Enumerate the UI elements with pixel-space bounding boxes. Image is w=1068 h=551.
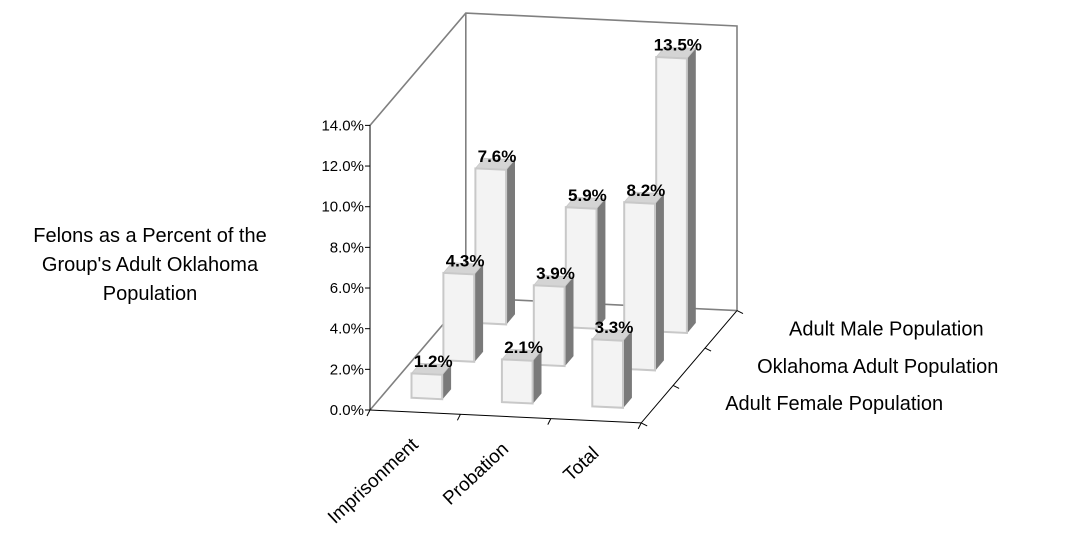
depth-tick [640,422,648,427]
y-tick-label: 6.0% [330,280,364,297]
y-axis-title: Felons as a Percent of the Group's Adult… [0,222,300,309]
depth-tick [672,385,680,389]
series-label: Adult Male Population [789,318,984,340]
data-label: 1.2% [414,352,453,371]
series-label: Oklahoma Adult Population [757,356,998,378]
back-wall-edge [369,12,738,311]
bar-front [532,284,566,368]
bar-2-0: 1.2% [410,352,453,401]
data-label: 13.5% [654,36,702,55]
y-axis-title-line-1: Felons as a Percent of the [33,225,267,247]
depth-tick [736,310,744,315]
x-category-label: Probation [439,439,513,510]
bar-side [473,263,484,363]
y-tick-label: 8.0% [330,239,364,256]
y-tick-label: 10.0% [321,199,364,216]
y-tick-label: 14.0% [321,117,364,134]
bar-side [686,47,696,334]
data-label: 4.3% [446,252,485,271]
y-tick-label: 4.0% [330,321,364,338]
bar-front [623,201,656,372]
data-label: 2.1% [504,338,543,357]
series-label: Adult Female Population [725,393,943,415]
bar-1-2: 8.2% [623,181,666,372]
bar-side [596,197,606,330]
x-tick [366,409,371,417]
x-category-label: Total [560,443,604,486]
bar-side [564,275,574,367]
bar-2-1: 2.1% [500,338,543,405]
data-label: 3.3% [595,318,634,337]
y-tick-label: 12.0% [321,158,364,175]
y-tick-label: 2.0% [330,361,364,378]
y-tick-label: 0.0% [330,402,364,419]
bar-0-1: 5.9% [564,186,607,330]
y-axis-title-line-2: Group's Adult Oklahoma [41,254,259,276]
bar-1-1: 3.9% [532,264,575,368]
data-label: 3.9% [536,264,575,283]
bar-front [410,372,444,401]
x-category-label: Imprisonment [324,434,423,528]
bar-front [591,338,624,409]
x-tick [547,418,552,425]
x-tick [456,414,461,421]
depth-tick [704,347,712,352]
bar-front [500,358,534,405]
bar-2-2: 3.3% [591,318,634,409]
bar-side [654,192,664,372]
y-axis-title-line-3: Population [102,283,198,305]
data-label: 8.2% [627,181,666,200]
data-label: 5.9% [568,186,607,205]
x-tick [637,422,642,430]
bar-1-0: 4.3% [442,252,485,363]
bar-side [622,329,632,409]
data-label: 7.6% [478,147,517,166]
bar-front [442,271,476,363]
bar-side [505,158,516,326]
